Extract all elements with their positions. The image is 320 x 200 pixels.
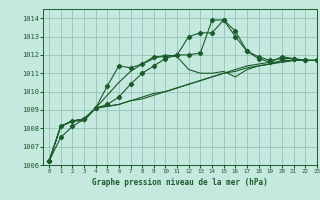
X-axis label: Graphe pression niveau de la mer (hPa): Graphe pression niveau de la mer (hPa) — [92, 178, 268, 187]
